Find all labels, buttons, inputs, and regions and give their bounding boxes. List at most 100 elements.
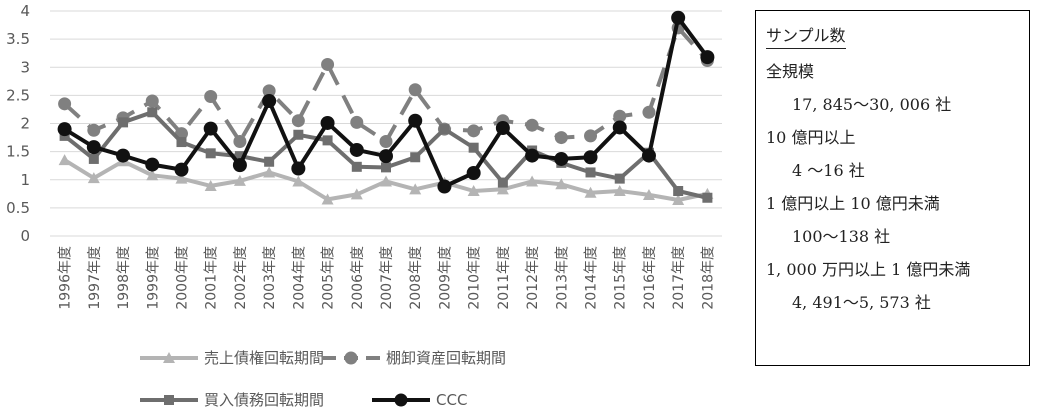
data-point (408, 113, 423, 128)
x-tick-label: 1997年度 (87, 246, 103, 310)
x-tick-label: 2017年度 (671, 246, 687, 310)
y-tick-label: 1 (20, 171, 30, 189)
data-point (673, 186, 684, 196)
y-tick-label: 1.5 (6, 143, 30, 161)
data-point (496, 183, 509, 195)
data-point (58, 97, 72, 111)
data-point (468, 142, 479, 153)
y-tick-label: 3.5 (6, 30, 30, 48)
x-tick-label: 2011年度 (496, 246, 512, 310)
data-point (495, 121, 510, 135)
data-point (613, 185, 626, 196)
x-tick-label: 2005年度 (321, 246, 337, 310)
data-point (672, 194, 685, 205)
data-point (614, 173, 625, 184)
x-tick-label: 2014年度 (584, 246, 600, 310)
info-line-text: 17, 845〜30, 006 社 (792, 95, 952, 114)
info-line: 4 〜16 社 (766, 160, 1029, 182)
data-point (234, 151, 245, 162)
data-point (351, 161, 362, 172)
data-point (702, 192, 713, 203)
data-point (147, 107, 158, 118)
data-point (204, 90, 218, 103)
y-tick-label: 2.5 (6, 86, 30, 104)
y-tick-label: 4 (20, 2, 30, 20)
data-point (292, 175, 305, 187)
info-line-text: 100〜138 社 (792, 227, 891, 246)
info-line: 1 億円以上 10 億円未満 (766, 193, 1029, 215)
data-point (322, 135, 333, 146)
data-point (145, 94, 159, 108)
x-tick-label: 2010年度 (467, 246, 483, 310)
info-line: 4, 491〜5, 573 社 (766, 292, 1029, 314)
data-point (525, 118, 539, 132)
data-point (466, 166, 481, 180)
legend-label: 棚卸資産回転期間 (386, 349, 506, 367)
info-line: 10 億円以上 (766, 127, 1029, 149)
info-line: 1, 000 万円以上 1 億円未満 (766, 259, 1029, 281)
info-line-text: 1, 000 万円以上 1 億円未満 (766, 260, 971, 279)
data-point (291, 161, 306, 176)
x-tick-label: 2002年度 (233, 246, 249, 310)
data-point (87, 172, 100, 184)
data-point (203, 121, 218, 136)
legend-entry: 棚卸資産回転期間 (322, 349, 506, 367)
info-line-text: 10 億円以上 (766, 128, 856, 147)
legend-entry: 買入債務回転期間 (140, 391, 324, 409)
data-point (700, 50, 715, 65)
x-tick-label: 2013年度 (554, 246, 570, 310)
line-chart: 0 0.5 1 1.5 2 2.5 3 3.5 4 1996年度 1997年度 1998年度 1999… (6, 2, 722, 409)
info-line-text: 全規模 (766, 62, 815, 81)
data-point (497, 177, 508, 188)
legend-entry: CCC (372, 391, 467, 409)
x-tick-label: 2003年度 (262, 246, 278, 310)
sample-size-title: サンプル数 (766, 25, 846, 49)
data-point (381, 162, 391, 173)
series-line (63, 25, 709, 144)
info-line-text: 4, 491〜5, 573 社 (792, 293, 931, 312)
data-point (205, 148, 216, 159)
data-point (526, 175, 539, 187)
data-point (87, 123, 101, 137)
info-line: 17, 845〜30, 006 社 (766, 94, 1029, 116)
data-point (86, 140, 101, 155)
x-tick-label: 1998年度 (116, 246, 132, 310)
x-tick-label: 2007年度 (379, 246, 395, 310)
y-tick-label: 2 (20, 115, 30, 133)
data-point (467, 124, 481, 138)
y-tick-label: 0 (20, 227, 30, 245)
x-tick-label: 2000年度 (174, 246, 190, 310)
data-point (410, 152, 421, 163)
data-point (233, 135, 247, 148)
info-line-text: 1 億円以上 10 億円未満 (766, 194, 940, 213)
data-point (88, 153, 99, 164)
data-point (262, 84, 276, 98)
data-point (555, 178, 568, 190)
data-point (612, 120, 627, 135)
y-tick-label: 0.5 (6, 199, 30, 217)
x-tick-label: 2009年度 (437, 246, 453, 310)
data-point (175, 172, 188, 184)
data-point (291, 114, 305, 128)
data-point (320, 115, 335, 130)
data-point (583, 150, 598, 165)
data-point (613, 109, 627, 123)
info-line-text: 4 〜16 社 (792, 161, 865, 180)
sample-size-box: サンプル数 全規模 17, 845〜30, 006 社 10 億円以上 4 〜1… (755, 10, 1030, 366)
data-point (264, 156, 275, 167)
data-point (350, 115, 364, 129)
data-point (642, 188, 655, 200)
data-point (263, 166, 276, 178)
data-point (233, 174, 246, 186)
data-point (176, 137, 187, 148)
x-tick-label: 1996年度 (58, 246, 74, 310)
data-point (379, 149, 393, 164)
x-tick-label: 1999年度 (145, 246, 161, 310)
series-lines (57, 10, 715, 205)
x-tick-label: 2016年度 (642, 246, 658, 310)
x-tick-label: 2008年度 (408, 246, 424, 310)
x-tick-label: 2018年度 (700, 246, 716, 310)
x-tick-label: 2012年度 (525, 246, 541, 310)
data-point (350, 188, 363, 200)
